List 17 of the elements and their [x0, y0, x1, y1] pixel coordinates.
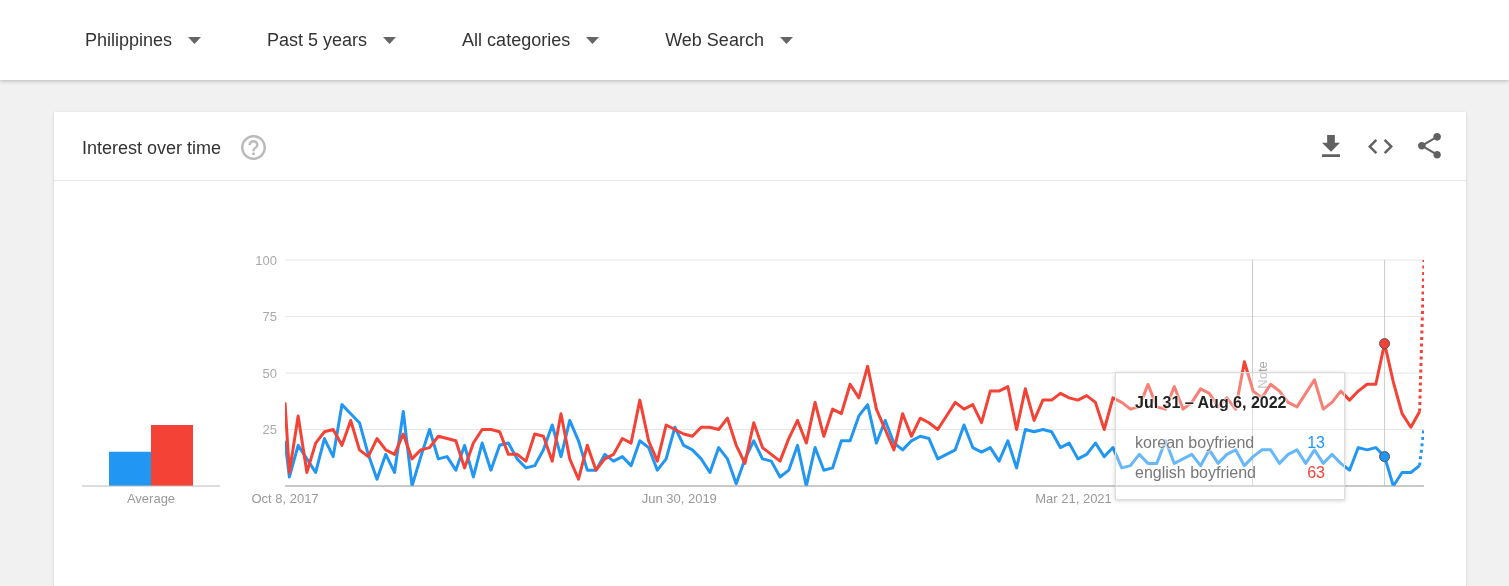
data-label: 13: [1307, 433, 1325, 452]
text: All categories: [462, 30, 571, 51]
chart-title: Interest over time: [82, 136, 222, 159]
x-tick-label: Mar 21, 2021: [1035, 491, 1112, 507]
x-tick-label: Average: [126, 491, 176, 507]
text: Past 5 years: [267, 30, 368, 51]
ref-line-label: Note: [1254, 361, 1270, 389]
x-tick-label: Oct 8, 2017: [251, 491, 319, 507]
y-tick-label: 25: [262, 422, 277, 438]
y-tick-label: 50: [262, 365, 277, 381]
text: Web Search: [665, 30, 764, 51]
x-tick-label: Jun 30, 2019: [641, 491, 717, 507]
y-tick-label: 75: [262, 309, 277, 325]
y-tick-label: 100: [255, 252, 277, 268]
category-label: english boyfriend: [1135, 464, 1256, 481]
data-label: 63: [1307, 463, 1325, 482]
text: Philippines: [85, 30, 173, 51]
